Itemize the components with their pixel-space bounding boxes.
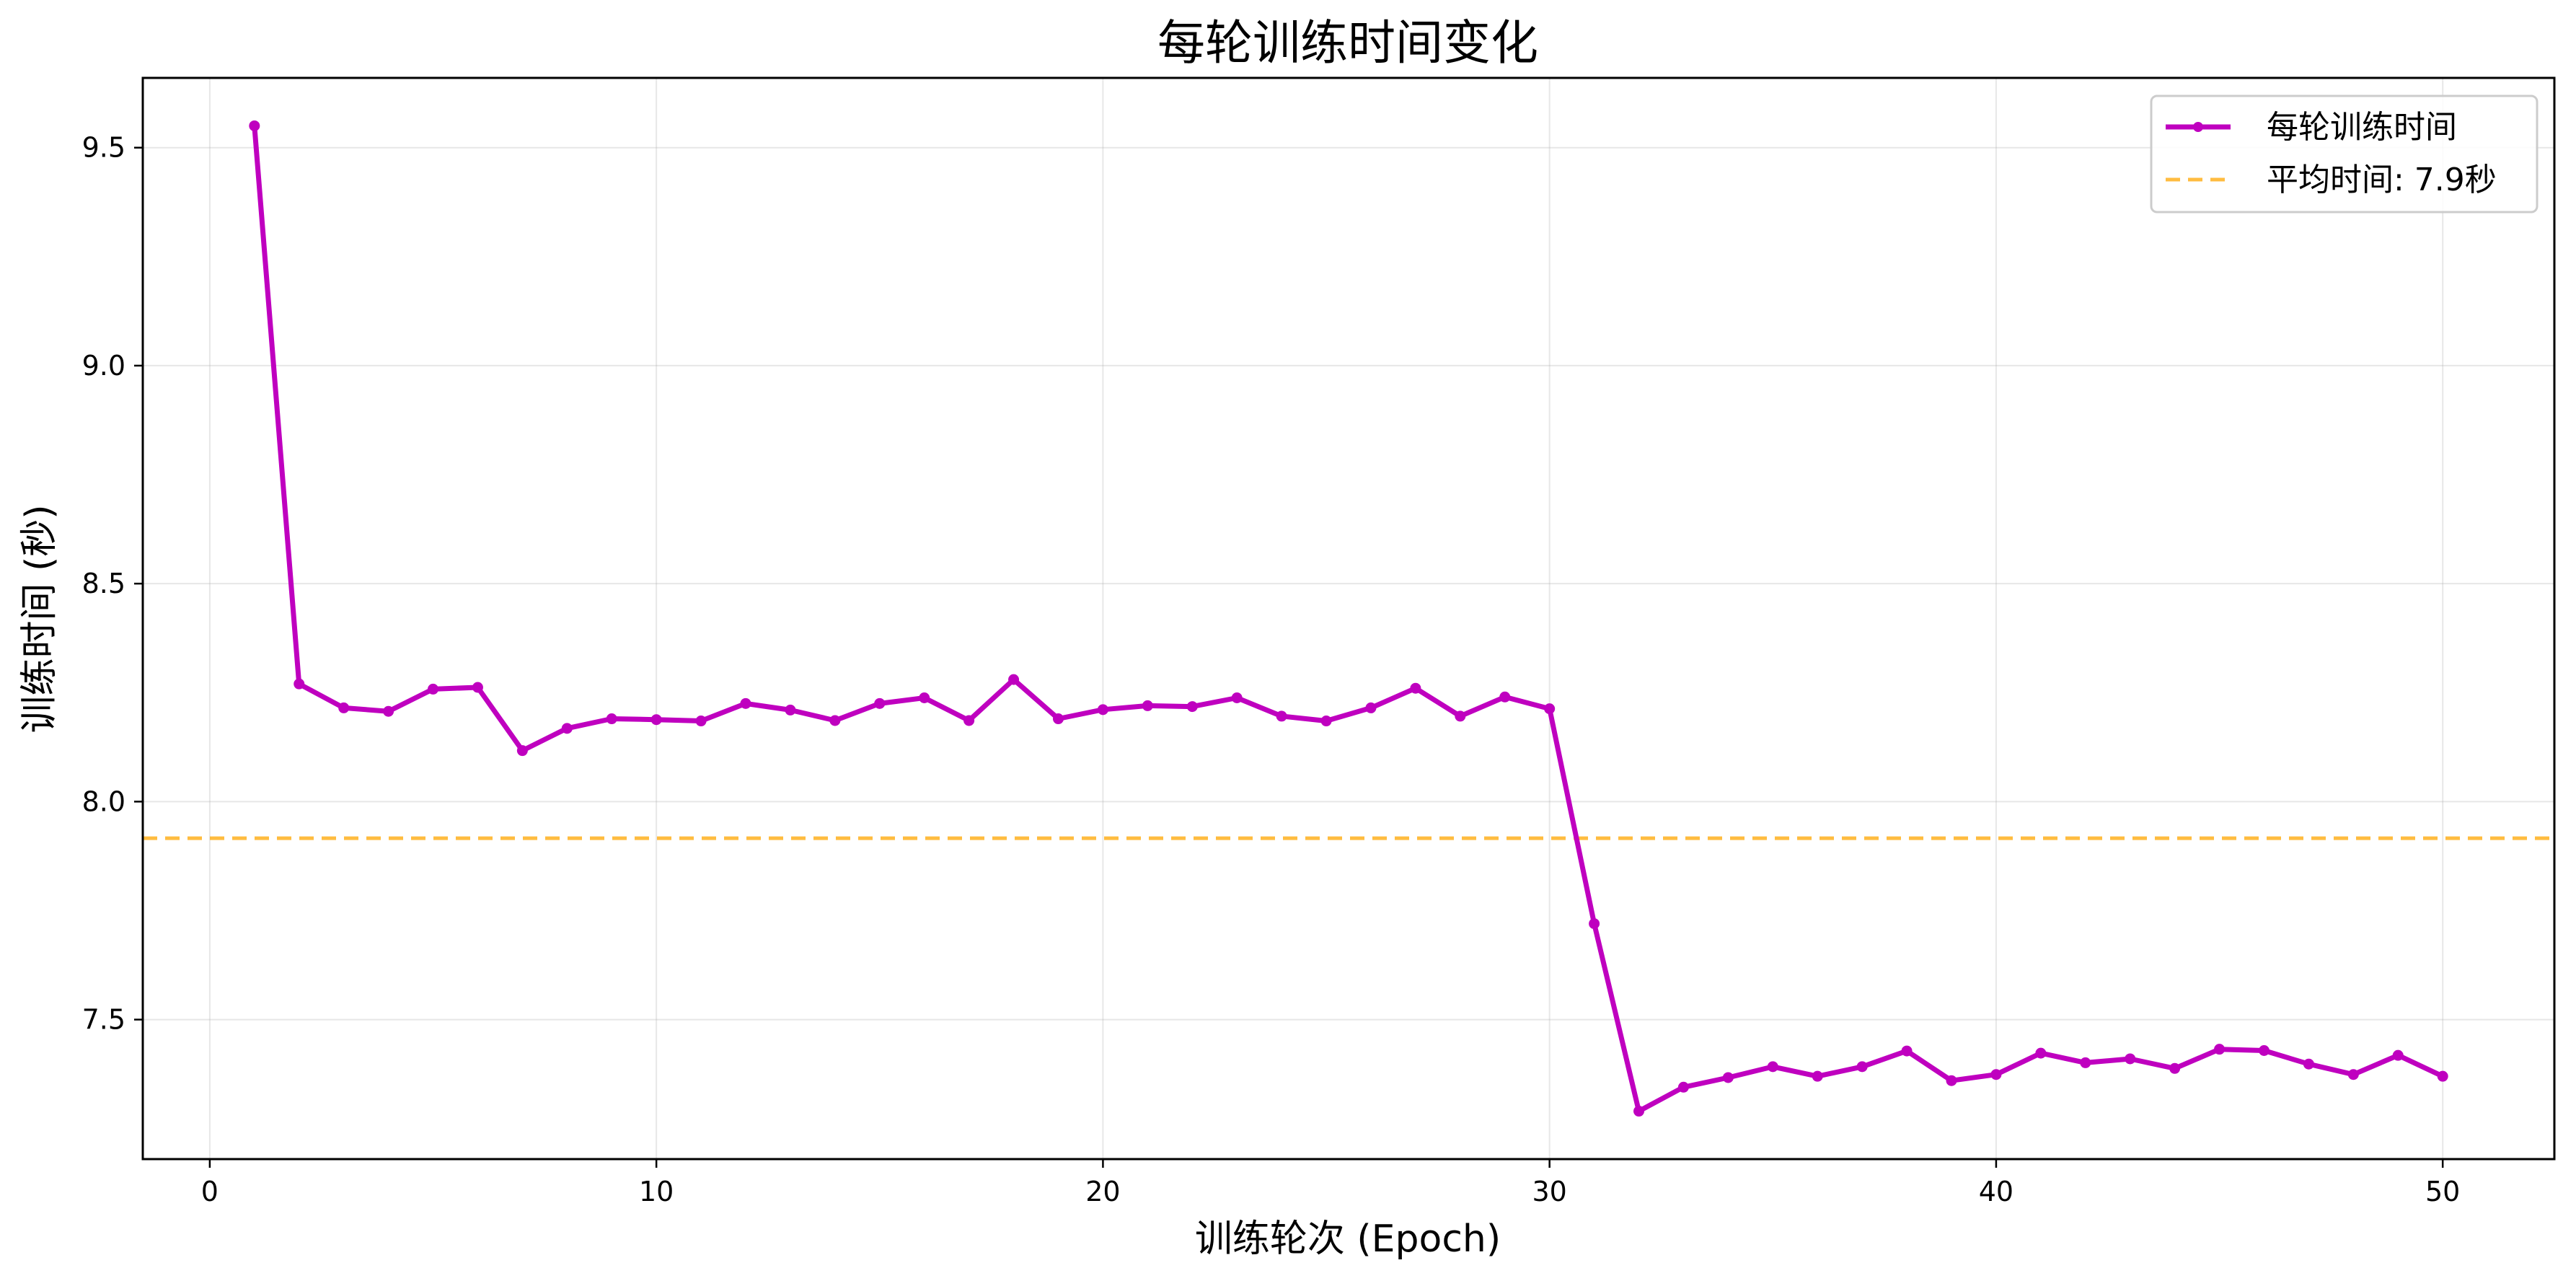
data-point <box>1410 682 1421 694</box>
data-point <box>1990 1069 2002 1080</box>
data-point <box>1186 701 1198 713</box>
x-axis-label: 训练轮次 (Epoch) <box>1195 1218 1501 1261</box>
data-point <box>1097 704 1108 716</box>
data-point <box>606 713 617 725</box>
data-point <box>2258 1044 2270 1056</box>
data-point <box>1052 713 1064 725</box>
data-point <box>2392 1049 2404 1061</box>
x-tick-label: 30 <box>1532 1176 1566 1207</box>
x-tick-label: 10 <box>639 1176 674 1207</box>
y-axis-label: 训练时间 (秒) <box>18 504 61 733</box>
data-point <box>1901 1045 1913 1057</box>
data-point <box>1722 1072 1734 1083</box>
legend-series-label: 每轮训练时间 <box>2267 109 2457 146</box>
data-point <box>1677 1081 1689 1093</box>
data-point <box>2214 1044 2226 1055</box>
data-point <box>1856 1061 1868 1073</box>
data-point <box>1142 700 1153 711</box>
data-point <box>383 705 394 717</box>
legend-series-marker <box>2193 122 2203 132</box>
series-layer <box>249 120 2448 1117</box>
ticks: 0 10 20 30 40 50 7.5 8.0 8.5 9.0 9.5 <box>82 132 2461 1207</box>
data-point <box>2125 1053 2136 1065</box>
legend-mean-label: 平均时间: 7.9秒 <box>2267 162 2497 198</box>
data-point <box>740 697 751 709</box>
data-point <box>428 683 439 695</box>
data-point <box>1812 1070 1823 1082</box>
data-point <box>1008 674 1020 685</box>
data-point <box>1276 710 1287 722</box>
data-point <box>1499 691 1511 703</box>
y-tick-label: 8.5 <box>82 568 125 599</box>
data-point <box>650 714 662 726</box>
y-tick-label: 9.5 <box>82 132 125 164</box>
data-point <box>963 715 975 726</box>
chart-title: 每轮训练时间变化 <box>1157 15 1538 71</box>
data-point <box>785 704 796 716</box>
data-point <box>472 682 483 693</box>
data-point <box>695 716 707 727</box>
data-point <box>2347 1069 2359 1080</box>
x-tick-label: 20 <box>1085 1176 1120 1207</box>
data-point <box>874 697 886 709</box>
data-point <box>338 702 350 713</box>
data-point <box>829 715 841 726</box>
data-point <box>294 678 305 690</box>
data-point <box>1946 1075 1957 1086</box>
y-tick-label: 9.0 <box>82 350 125 382</box>
y-tick-label: 8.0 <box>82 785 125 817</box>
series-line <box>252 126 2444 1114</box>
data-point <box>249 120 260 131</box>
plot-frame <box>141 76 2556 1161</box>
data-point <box>1365 702 1377 713</box>
legend: 每轮训练时间 平均时间: 7.9秒 <box>2150 94 2538 214</box>
x-tick-label: 0 <box>201 1176 219 1207</box>
data-point <box>1767 1061 1778 1073</box>
data-point <box>2437 1070 2448 1082</box>
data-point <box>1589 918 1600 930</box>
legend-box <box>2150 94 2538 214</box>
data-point <box>1320 716 1332 727</box>
data-point <box>561 723 573 734</box>
y-tick-label: 7.5 <box>82 1004 125 1036</box>
data-point <box>2303 1058 2314 1070</box>
data-point <box>1455 710 1466 722</box>
data-point <box>2169 1062 2181 1074</box>
x-tick-label: 40 <box>1979 1176 2013 1207</box>
data-point <box>1231 692 1243 704</box>
data-point <box>2080 1057 2091 1068</box>
data-point <box>516 745 528 757</box>
data-point <box>919 692 930 704</box>
data-point <box>1633 1106 1645 1117</box>
data-point <box>1544 703 1556 715</box>
x-tick-label: 50 <box>2425 1176 2460 1207</box>
data-point <box>2035 1047 2047 1059</box>
